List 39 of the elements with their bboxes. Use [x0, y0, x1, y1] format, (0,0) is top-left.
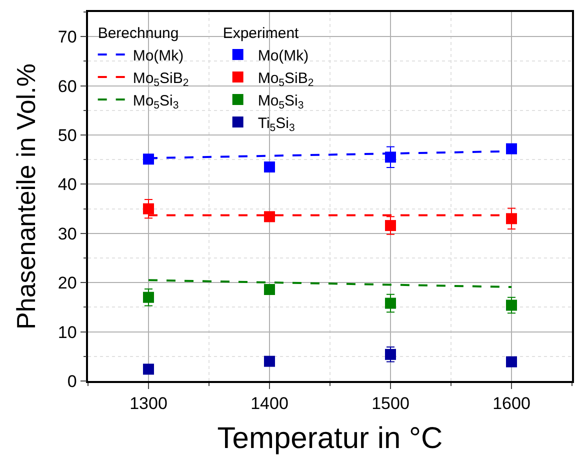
point — [385, 298, 396, 309]
legend-label: Mo$_{5}$SiB$_{2}$ — [132, 70, 189, 89]
legend-label: Mo(Mk) — [132, 47, 184, 64]
point — [385, 348, 396, 360]
point — [385, 152, 396, 163]
legend-label: Mo(Mk) — [258, 47, 309, 64]
annotation: Experiment — [222, 24, 300, 42]
point — [143, 203, 154, 214]
y-tick-label: 70 — [58, 28, 77, 47]
y-tick-label: 30 — [58, 224, 77, 244]
y-tick-label: 50 — [58, 126, 77, 145]
legend-label: Mo$_{5}$SiB$_{2}$ — [258, 70, 314, 89]
x-tick-label: 1400 — [250, 394, 288, 414]
point — [506, 143, 517, 154]
x-tick-label: 1500 — [372, 394, 410, 414]
x-tick-label: 1300 — [130, 394, 168, 414]
point — [143, 292, 154, 303]
legend-label: Mo$_{5}$Si$_{3}$ — [132, 92, 179, 112]
y-tick-label: 0 — [67, 372, 77, 391]
point — [143, 154, 154, 165]
point — [385, 220, 396, 232]
x-tick-label: 1600 — [492, 394, 530, 414]
y-tick-label: 10 — [58, 322, 77, 342]
point — [506, 213, 517, 224]
point — [506, 356, 517, 368]
point — [506, 300, 517, 311]
point — [264, 356, 275, 367]
legend-label: Ti$_{5}$Si$_{3}$ — [258, 114, 295, 134]
y-tick-label: 60 — [58, 76, 77, 96]
y-axis-title: Phasenanteile in Vol.% — [10, 64, 41, 330]
point — [264, 161, 275, 172]
annotation: Berechnung — [98, 24, 179, 42]
x-axis-title: Temperatur in °C — [217, 422, 443, 456]
y-tick-label: 20 — [58, 274, 77, 293]
legend-label: Mo$_{5}$Si$_{3}$ — [258, 92, 304, 112]
point — [264, 211, 275, 222]
y-tick-label: 40 — [58, 175, 77, 194]
point — [143, 364, 154, 375]
point — [264, 284, 275, 295]
